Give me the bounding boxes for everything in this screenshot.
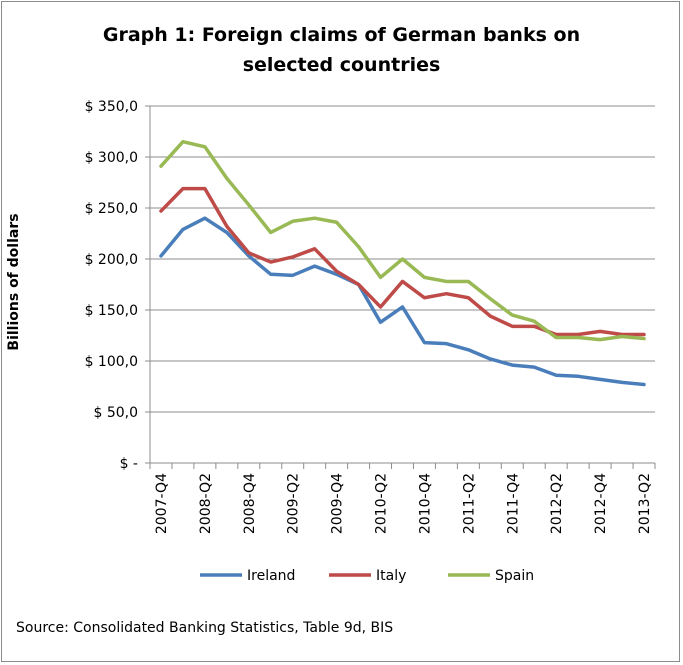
- gridlines: [150, 105, 655, 413]
- x-tick-label: 2010-Q2: [374, 473, 390, 534]
- x-axis: 2007-Q4 2008-Q2 2008-Q4 2009-Q2 2009-Q4 2010-…: [149, 106, 656, 534]
- series-line-spain: [159, 139, 646, 342]
- legend: Ireland Italy Spain: [200, 568, 534, 584]
- y-tick-label: $ 100,0: [85, 354, 138, 370]
- x-tick-label: 2012-Q4: [593, 473, 609, 534]
- x-tick-label: 2007-Q4: [154, 473, 170, 534]
- chart-title: Graph 1: Foreign claims of German banks …: [0, 20, 683, 80]
- legend-label-spain: Spain: [495, 568, 534, 584]
- series-line-ireland: [159, 216, 646, 387]
- chart-title-line-1: Graph 1: Foreign claims of German banks …: [102, 24, 581, 46]
- x-tick-label: 2010-Q4: [417, 473, 433, 534]
- series-line-italy: [159, 186, 646, 337]
- source-note: Source: Consolidated Banking Statistics,…: [16, 620, 394, 636]
- x-tick-label: 2008-Q2: [198, 473, 214, 534]
- x-tick-label: 2009-Q4: [330, 473, 346, 534]
- y-tick-label: $ 250,0: [85, 201, 138, 217]
- y-tick-label: $ -: [120, 456, 138, 472]
- legend-label-ireland: Ireland: [247, 568, 295, 584]
- x-tick-label: 2011-Q4: [505, 473, 521, 534]
- x-tick-label: 2012-Q2: [549, 473, 565, 534]
- y-tick-label: $ 300,0: [85, 150, 138, 166]
- y-tick-label: $ 200,0: [85, 252, 138, 268]
- x-tick-label: 2013-Q2: [637, 473, 653, 534]
- x-tick-label: 2009-Q2: [286, 473, 302, 534]
- series-lines: [159, 139, 646, 387]
- x-tick-label: 2011-Q2: [461, 473, 477, 534]
- y-tick-label: $ 50,0: [93, 405, 138, 421]
- legend-label-italy: Italy: [376, 568, 406, 584]
- y-tick-label: $ 150,0: [85, 303, 138, 319]
- y-tick-label: $ 350,0: [85, 99, 138, 115]
- x-tick-label: 2008-Q4: [242, 473, 258, 534]
- chart-title-line-2: selected countries: [242, 54, 441, 76]
- y-axis-ticks: $ - $ 50,0 $ 100,0 $ 150,0 $ 200,0 $ 250,0 $ 3…: [85, 99, 150, 472]
